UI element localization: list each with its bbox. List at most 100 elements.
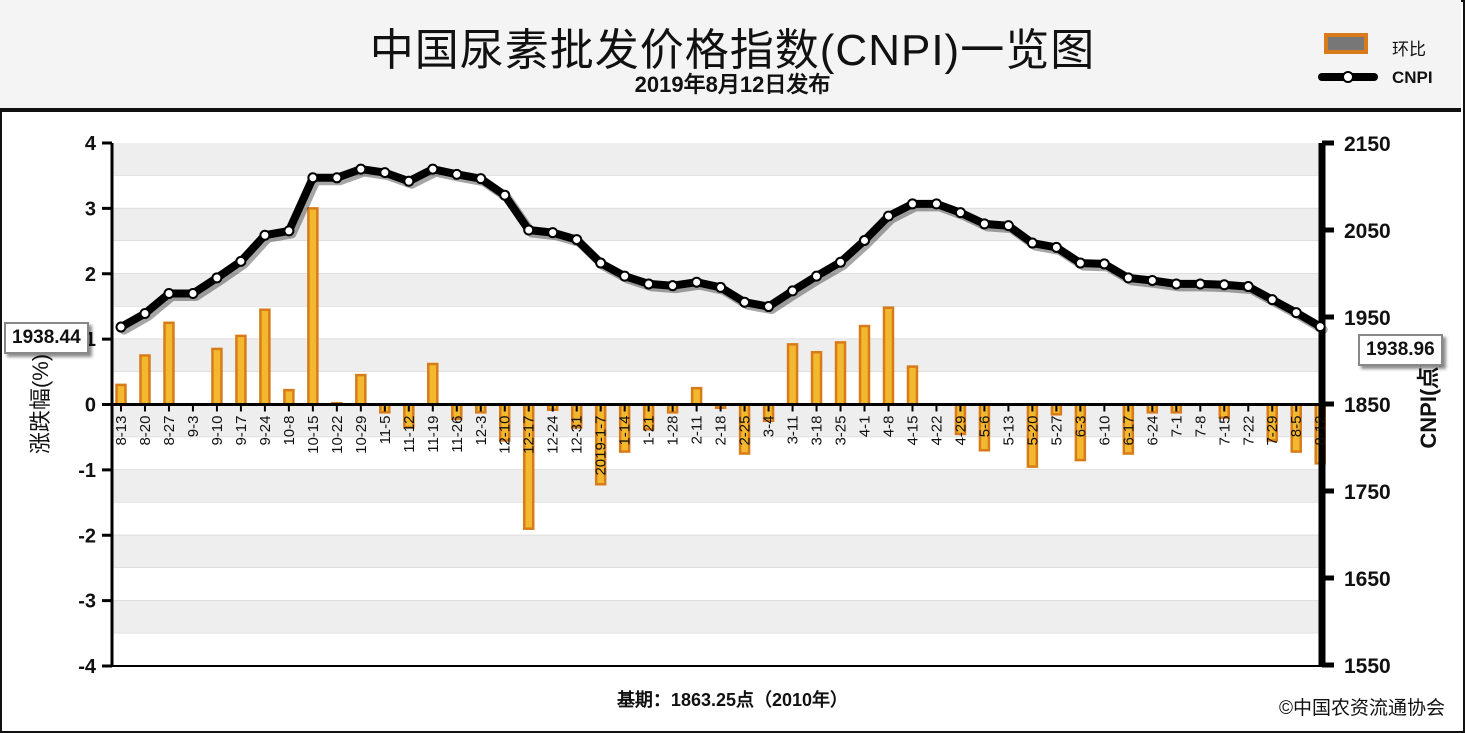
bar-8-27 — [163, 321, 175, 406]
legend-bar-swatch — [1324, 33, 1368, 54]
bar-11-19 — [427, 362, 439, 406]
left-tick-label: 4 — [85, 133, 97, 155]
x-tick-label: 6-17 — [1120, 416, 1137, 446]
grid-band — [112, 175, 1322, 209]
cnpi-point-10-29 — [355, 163, 367, 175]
cnpi-point-5-6 — [978, 218, 990, 230]
chart-header: 中国尿素批发价格指数(CNPI)一览图 2019年8月12日发布 — [0, 0, 1461, 112]
bar-9-17 — [235, 334, 247, 406]
x-tick-label: 9-24 — [257, 416, 274, 446]
cnpi-point-2-11 — [691, 276, 703, 288]
x-tick-label: 10-29 — [353, 416, 370, 454]
cnpi-point-8-13 — [115, 321, 127, 333]
cnpi-point-6-3 — [1074, 257, 1086, 269]
cnpi-point-4-29 — [954, 207, 966, 219]
x-tick-label: 12-3 — [473, 416, 490, 446]
legend-line-marker — [1342, 71, 1354, 83]
left-tick-label: -3 — [78, 591, 96, 613]
cnpi-point-9-17 — [235, 255, 247, 267]
x-tick-label: 11-5 — [377, 416, 394, 445]
bar-10-29 — [355, 373, 367, 406]
cnpi-point-7-1 — [1170, 278, 1182, 290]
grid-band — [112, 535, 1322, 568]
cnpi-point-4-15 — [906, 198, 918, 210]
cnpi-point-10-8 — [283, 225, 295, 237]
cnpi-point-5-20 — [1026, 237, 1038, 249]
x-tick-label: 10-8 — [281, 416, 298, 446]
cnpi-point-11-19 — [427, 163, 439, 175]
x-tick-label: 7-8 — [1192, 416, 1209, 438]
copyright-note: ©中国农资流通协会 — [1279, 698, 1445, 719]
x-tick-label: 5-20 — [1024, 416, 1041, 446]
x-tick-label: 4-15 — [904, 416, 921, 446]
x-tick-label: 1-21 — [641, 416, 658, 446]
bar-4-1 — [858, 324, 871, 406]
grid-band — [112, 469, 1322, 503]
x-tick-label: 8-13 — [113, 416, 130, 446]
cnpi-point-2-25 — [739, 296, 751, 308]
x-tick-label: 7-22 — [1240, 416, 1257, 446]
cnpi-point-10-22 — [331, 172, 343, 184]
end-value-callout: 1938.96 — [1358, 334, 1443, 366]
x-tick-label: 5-27 — [1048, 416, 1065, 446]
cnpi-point-4-1 — [859, 234, 871, 246]
bar-10-15 — [307, 207, 319, 406]
x-tick-label: 1-14 — [617, 416, 634, 446]
x-tick-label: 9-17 — [233, 416, 250, 446]
x-tick-label: 10-22 — [329, 416, 346, 454]
x-tick-label: 9-10 — [209, 416, 226, 446]
x-tick-label: 12-17 — [521, 416, 538, 454]
x-tick-label: 6-10 — [1096, 416, 1113, 446]
cnpi-point-10-15 — [307, 172, 319, 184]
x-tick-label: 11-19 — [425, 416, 442, 453]
left-tick-label: 0 — [85, 395, 96, 417]
legend — [1318, 33, 1378, 83]
cnpi-point-4-8 — [882, 210, 894, 222]
x-tick-label: 3-11 — [785, 416, 802, 445]
x-tick-label: 12-24 — [545, 416, 562, 454]
cnpi-point-5-13 — [1002, 220, 1014, 232]
grid-band — [112, 567, 1322, 601]
x-tick-label: 2-25 — [737, 416, 754, 446]
cnpi-point-6-10 — [1098, 258, 1110, 270]
left-tick-label: -2 — [78, 525, 96, 547]
bar-9-10 — [211, 347, 223, 406]
line-series — [115, 163, 1328, 335]
x-tick-label: 11-26 — [449, 416, 466, 453]
x-tick-label: 4-29 — [952, 416, 969, 446]
cnpi-point-3-4 — [763, 301, 775, 313]
grid-band — [112, 633, 1322, 666]
left-tick-label: 2 — [85, 264, 96, 286]
cnpi-point-12-17 — [523, 224, 535, 236]
bar-3-11 — [786, 343, 799, 406]
x-tick-label: 12-10 — [497, 416, 514, 454]
right-tick-label: 1850 — [1344, 394, 1391, 417]
cnpi-point-4-22 — [930, 198, 942, 210]
x-tick-label: 10-15 — [305, 416, 322, 454]
cnpi-point-1-28 — [667, 280, 679, 292]
right-axis-label: CNPI(点) — [1416, 359, 1441, 448]
grid-band — [112, 306, 1322, 340]
cnpi-point-7-15 — [1218, 279, 1230, 291]
bar-2-11 — [690, 386, 703, 406]
right-tick-label: 1750 — [1344, 481, 1391, 504]
right-tick-label: 1550 — [1344, 655, 1391, 678]
cnpi-point-11-26 — [451, 168, 463, 180]
grid-band — [112, 143, 1322, 176]
x-tick-label: 3-25 — [833, 416, 850, 446]
cnpi-point-9-10 — [211, 272, 223, 284]
cnpi-point-2019-1-7 — [595, 257, 607, 269]
cnpi-point-9-3 — [187, 288, 199, 300]
cnpi-point-11-5 — [379, 167, 391, 179]
cnpi-point-8-12 — [1314, 321, 1326, 333]
bar-4-15 — [906, 365, 919, 406]
x-tick-label: 2-11 — [689, 416, 706, 445]
axes: -4 -3 -2 -1 0 1 2 3 4 1550 1650 1750 1850 1950 2050 215… — [28, 133, 1441, 678]
x-tick-label: 3-4 — [761, 416, 778, 438]
cnpi-point-8-5 — [1290, 307, 1302, 319]
x-tick-label: 2019-1-7 — [593, 416, 610, 476]
x-tick-label: 3-18 — [809, 416, 826, 446]
base-period-note: 基期：1863.25点（2010年） — [616, 690, 849, 710]
x-tick-label: 4-22 — [928, 416, 945, 446]
